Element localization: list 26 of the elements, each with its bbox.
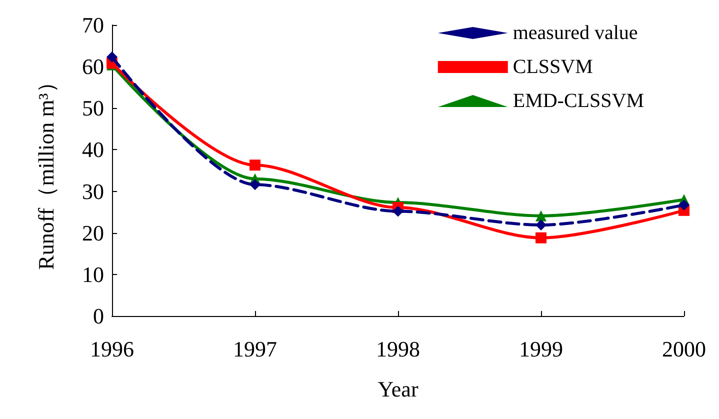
- y-tick-label: 40: [82, 137, 104, 162]
- point: [250, 179, 260, 190]
- x-tick-label: 2000: [662, 336, 706, 362]
- y-axis-title: Runoff（million m³）: [34, 71, 58, 270]
- x-tick-label: 1996: [90, 336, 134, 362]
- y-tick-label: 20: [82, 220, 104, 246]
- point: [106, 52, 118, 63]
- y-tick-label: 10: [82, 262, 104, 287]
- point: [392, 206, 404, 217]
- x-axis-title: Year: [378, 376, 419, 402]
- point: [536, 210, 546, 222]
- y-tick-label: 60: [82, 54, 104, 80]
- point: [678, 200, 690, 211]
- legend-label: EMD-CLSSVM: [512, 90, 644, 112]
- legend-label: CLSSVM: [512, 56, 594, 78]
- x-tick-label: 1999: [519, 336, 563, 362]
- y-tick-label: 30: [82, 178, 104, 204]
- x-tick-label: 1997: [233, 336, 277, 362]
- y-tick-label: 0: [93, 304, 104, 328]
- point: [250, 160, 260, 171]
- point: [536, 232, 546, 244]
- legend-label: measured value: [512, 22, 638, 44]
- y-tick-label: 50: [82, 96, 104, 121]
- y-tick-label: 70: [82, 12, 104, 38]
- x-tick-label: 1998: [376, 336, 420, 362]
- point: [536, 219, 546, 230]
